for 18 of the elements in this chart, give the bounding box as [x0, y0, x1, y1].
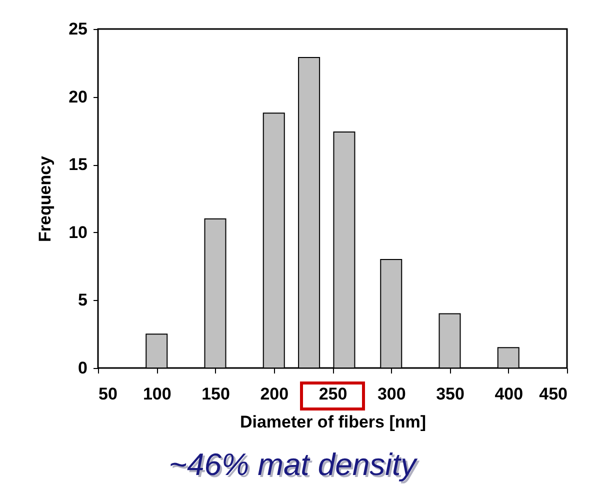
- text: ~46% mat density: [168, 447, 419, 482]
- x-tick-label: 100: [142, 384, 172, 404]
- y-axis-title: Frequency: [36, 155, 55, 242]
- y-tick-label: 0: [78, 358, 88, 378]
- y-tick-label: 15: [68, 155, 88, 174]
- y-tick-label: 10: [68, 222, 88, 242]
- x-tick-label: 200: [260, 384, 289, 404]
- x-tick-label: 250: [318, 384, 348, 404]
- y-tick-label: 5: [78, 290, 88, 310]
- x-tick-label: 400: [494, 384, 524, 404]
- x-tick-label: 150: [202, 384, 230, 404]
- x-tick-label: 350: [436, 384, 464, 404]
- x-axis-title: Diameter of fibers [nm]: [240, 412, 426, 432]
- x-tick-label: 50: [98, 384, 118, 404]
- x-tick-label: 300: [377, 384, 406, 404]
- x-tick-label: 450: [539, 384, 568, 404]
- y-tick-label: 20: [68, 87, 88, 106]
- y-tick-label: 25: [68, 20, 88, 38]
